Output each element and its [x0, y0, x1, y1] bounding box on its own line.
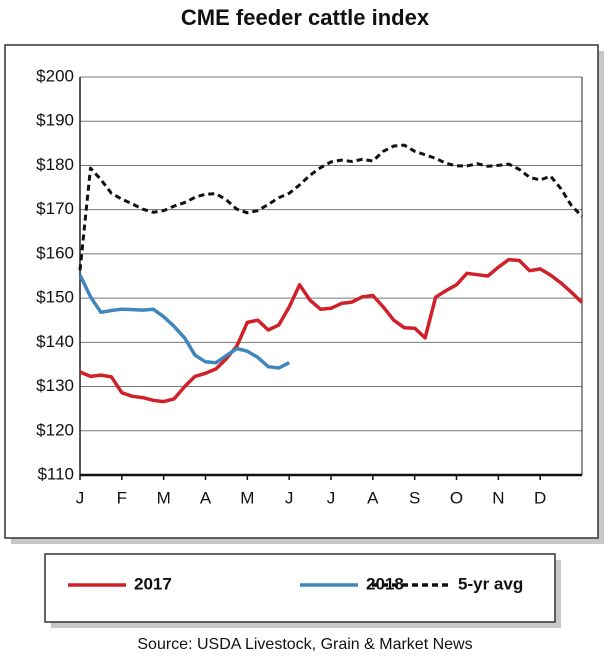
x-tick-label: F: [117, 488, 127, 507]
y-tick-label: $160: [36, 243, 74, 262]
y-tick-label: $140: [36, 332, 74, 351]
x-tick-label: J: [76, 488, 85, 507]
x-tick-label: M: [157, 488, 171, 507]
chart-title: CME feeder cattle index: [181, 5, 430, 30]
y-tick-label: $120: [36, 420, 74, 439]
x-tick-label: M: [240, 488, 254, 507]
y-tick-label: $190: [36, 111, 74, 130]
x-tick-label: O: [450, 488, 463, 507]
legend-frame: [44, 553, 556, 623]
legend-label: 5-yr avg: [458, 574, 523, 593]
x-tick-label: D: [534, 488, 546, 507]
chart-frame: [4, 44, 599, 539]
y-tick-label: $200: [36, 66, 74, 85]
y-tick-label: $110: [37, 464, 74, 483]
y-tick-label: $170: [36, 199, 74, 218]
x-tick-label: A: [367, 488, 379, 507]
source-note: Source: USDA Livestock, Grain & Market N…: [137, 636, 472, 653]
x-tick-label: A: [200, 488, 212, 507]
y-tick-label: $180: [36, 155, 74, 174]
x-tick-label: J: [327, 488, 336, 507]
y-tick-label: $150: [36, 288, 74, 307]
series-line: [79, 257, 584, 404]
y-tick-label: $130: [36, 376, 74, 395]
x-tick-label: J: [285, 488, 294, 507]
x-tick-label: N: [492, 488, 504, 507]
series-line: [78, 274, 290, 370]
legend-label: 2017: [134, 574, 172, 593]
x-tick-label: S: [409, 488, 420, 507]
series-line: [78, 143, 584, 271]
